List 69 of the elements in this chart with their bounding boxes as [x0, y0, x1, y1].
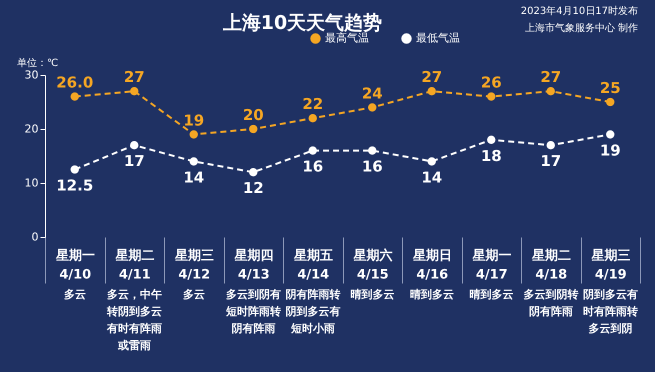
- text: 多云: [64, 288, 86, 301]
- data-label: 17: [540, 152, 562, 170]
- legend-label: 最高气温: [325, 32, 369, 45]
- data-label: 18: [480, 146, 502, 165]
- text: 多云: [182, 288, 205, 301]
- data-label: 24: [362, 84, 383, 102]
- data-label: 16: [362, 158, 383, 176]
- data-label: 19: [183, 111, 204, 130]
- x-tick-label: 星期一 4/10: [54, 248, 95, 282]
- y-tick-label: 30: [24, 68, 38, 82]
- data-label: 17: [124, 152, 145, 170]
- data-label: 12: [242, 179, 264, 198]
- text: 阴到多云有时有阵雨转多云到阴: [582, 288, 638, 335]
- text: 2023年4月10日17时发布: [520, 5, 638, 17]
- text: 上海市气象服务中心 制作: [524, 22, 638, 34]
- y-tick-label: 10: [24, 176, 38, 190]
- point: [546, 141, 555, 150]
- text: 单位：℃: [17, 57, 58, 69]
- data-label: 22: [302, 95, 324, 114]
- data-label: 25: [600, 79, 621, 97]
- point: [308, 114, 317, 122]
- x-tick-label: 星期一 4/17: [471, 248, 512, 282]
- point: [606, 130, 614, 139]
- point: [487, 92, 496, 101]
- point: [70, 92, 79, 101]
- data-label: 14: [421, 168, 442, 186]
- data-label: 14: [183, 168, 204, 186]
- point: [190, 157, 198, 166]
- point: [70, 165, 79, 174]
- text: 晴到多云: [469, 288, 514, 301]
- x-tick-label: 星期四 4/13: [233, 248, 274, 282]
- text: 阴有阵雨转阴到多云有短时小雨: [285, 288, 340, 335]
- x-tick-label: 星期三 4/12: [174, 248, 214, 282]
- data-label: 26.0: [56, 74, 94, 92]
- point: [487, 136, 496, 144]
- y-tick-label: 20: [24, 122, 38, 136]
- data-label: 19: [600, 141, 621, 160]
- x-tick-label: 星期二 4/18: [530, 248, 571, 282]
- legend-label: 最低气温: [416, 32, 460, 45]
- data-label: 27: [421, 68, 442, 86]
- x-tick-label: 星期日 4/16: [412, 248, 452, 282]
- point: [428, 87, 436, 96]
- point: [249, 124, 258, 134]
- point: [249, 168, 258, 176]
- point: [130, 87, 138, 96]
- text: 晴到多云: [350, 288, 394, 301]
- point: [606, 98, 614, 106]
- x-tick-label: 星期六 4/15: [352, 248, 392, 282]
- x-tick-label: 星期五 4/14: [292, 248, 333, 282]
- point: [368, 146, 376, 155]
- point: [130, 141, 138, 150]
- data-label: 27: [540, 68, 562, 86]
- data-label: 26: [480, 74, 502, 92]
- point: [308, 146, 317, 155]
- text: 多云，中午转阴到多云有时有阵雨或雷雨: [106, 288, 162, 352]
- point: [428, 157, 436, 166]
- data-label: 12.5: [56, 176, 94, 194]
- point: [190, 130, 198, 139]
- text: 多云到阴转阴有阵雨: [523, 288, 578, 318]
- x-tick-label: 星期二 4/11: [114, 248, 154, 282]
- point: [368, 103, 376, 112]
- y-tick-label: 0: [32, 230, 38, 244]
- text: 晴到多云: [410, 288, 454, 301]
- data-label: 27: [124, 68, 145, 86]
- data-label: 20: [242, 106, 264, 124]
- data-label: 16: [302, 158, 324, 176]
- x-tick-label: 星期三 4/19: [590, 248, 630, 282]
- text: 多云到阴有短时阵雨转阴有阵雨: [224, 288, 281, 335]
- point: [546, 87, 555, 96]
